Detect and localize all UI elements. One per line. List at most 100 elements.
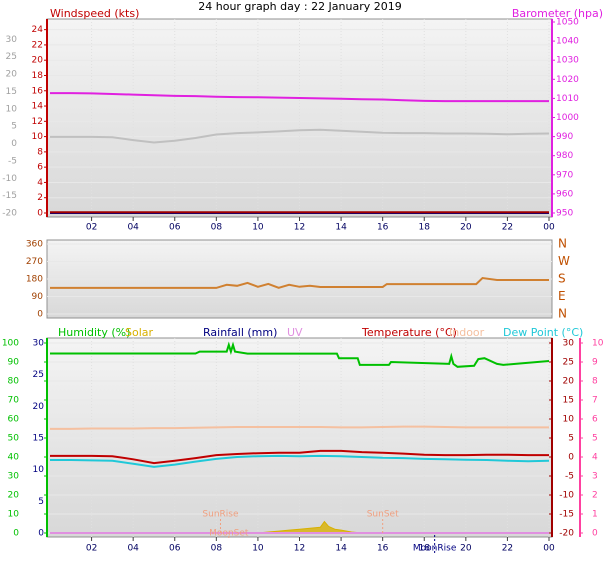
y-tick-label: 4 <box>37 178 43 188</box>
legend-entry: Humidity (%) <box>58 326 130 339</box>
x-tick-label: 16 <box>377 223 389 233</box>
x-tick-label: 14 <box>335 223 347 233</box>
x-tick-label: 10 <box>252 223 264 233</box>
y-tick-label: N <box>558 237 567 251</box>
series-line <box>50 92 549 103</box>
y-tick-label: 70 <box>8 396 20 406</box>
y-tick-label: 60 <box>8 415 20 425</box>
x-tick-label: 18 <box>419 223 431 233</box>
legend-entry: Solar <box>125 326 154 339</box>
y-tick-label: 15 <box>6 87 17 97</box>
x-tick-label: 04 <box>127 544 139 554</box>
x-tick-label: 18 <box>419 544 431 554</box>
legend-entry: Dew Point (°C) <box>503 326 583 339</box>
y-tick-label: 1040 <box>556 37 579 47</box>
y-tick-label: 1000 <box>556 113 579 123</box>
y-tick-label: -15 <box>559 510 574 520</box>
x-tick-label: 14 <box>335 544 347 554</box>
y-tick-label: 25 <box>6 52 17 62</box>
y-tick-label: 24 <box>32 25 44 35</box>
y-tick-label: 950 <box>556 209 573 219</box>
y-tick-label: 360 <box>26 240 43 250</box>
y-tick-label: 20 <box>8 491 20 501</box>
x-tick-label: 20 <box>460 544 472 554</box>
y-tick-label: 10 <box>32 132 44 142</box>
y-tick-label: 0 <box>37 209 43 219</box>
y-tick-label: 25 <box>563 358 574 368</box>
y-tick-label: -10 <box>559 491 574 501</box>
y-tick-label: S <box>558 272 566 286</box>
y-tick-label: 0 <box>568 453 574 463</box>
legend-entry: Indoor <box>449 326 485 339</box>
y-tick-label: 0 <box>38 529 44 539</box>
x-tick-label: 12 <box>294 223 305 233</box>
y-tick-label: 30 <box>8 472 20 482</box>
y-tick-label: 22 <box>32 40 43 50</box>
y-tick-label: 15 <box>563 396 574 406</box>
x-tick-label: 02 <box>86 223 97 233</box>
y-tick-label: 80 <box>8 377 20 387</box>
y-tick-label: 4 <box>592 453 598 463</box>
y-tick-label: 990 <box>556 132 573 142</box>
y-tick-label: W <box>558 254 570 268</box>
y-tick-label: 16 <box>32 86 44 96</box>
y-tick-label: 3 <box>592 472 598 482</box>
annotation: MoonSet <box>209 529 249 539</box>
series-line <box>50 128 550 144</box>
annotation: SunRise <box>202 510 239 520</box>
y-tick-label: 14 <box>32 102 44 112</box>
y-tick-label: -10 <box>2 174 17 184</box>
y-tick-label: -20 <box>559 529 574 539</box>
axis-title: Windspeed (kts) <box>50 7 139 20</box>
y-tick-label: 30 <box>6 35 18 45</box>
y-tick-label: 10 <box>8 510 20 520</box>
x-tick-label: 22 <box>502 223 513 233</box>
x-tick-label: 22 <box>502 544 513 554</box>
y-tick-label: 180 <box>26 275 43 285</box>
y-tick-label: 970 <box>556 170 573 180</box>
y-tick-label: 2 <box>592 491 598 501</box>
y-tick-label: 0 <box>11 139 17 149</box>
legend-entry: UV <box>287 326 303 339</box>
y-tick-label: 0 <box>13 529 19 539</box>
legend-entry: Temperature (°C) <box>361 326 457 339</box>
chart-title: 24 hour graph day : 22 January 2019 <box>198 0 402 13</box>
y-tick-label: 1030 <box>556 56 579 66</box>
y-tick-label: 18 <box>32 71 44 81</box>
y-tick-label: 10 <box>33 465 45 475</box>
y-tick-label: -5 <box>565 472 574 482</box>
y-tick-label: 8 <box>37 147 43 157</box>
y-tick-label: 20 <box>563 377 575 387</box>
y-tick-label: -15 <box>2 191 17 201</box>
x-tick-label: 06 <box>169 544 181 554</box>
axis-title: Barometer (hpa) <box>512 7 603 20</box>
annotation: SunSet <box>367 510 399 520</box>
y-tick-label: 1 <box>592 510 598 520</box>
y-tick-label: 5 <box>592 434 598 444</box>
y-tick-label: 50 <box>8 434 20 444</box>
y-tick-label: 20 <box>6 70 18 80</box>
y-tick-label: 10 <box>6 104 18 114</box>
y-tick-label: N <box>558 307 567 321</box>
y-tick-label: 1020 <box>556 75 579 85</box>
y-tick-label: 960 <box>556 189 573 199</box>
y-tick-label: 10 <box>592 339 604 349</box>
y-tick-label: 20 <box>33 402 45 412</box>
y-tick-label: 5 <box>11 122 17 132</box>
series-line <box>50 454 550 468</box>
x-tick-label: 08 <box>211 223 223 233</box>
x-tick-label: 04 <box>127 223 139 233</box>
y-tick-label: 2 <box>37 193 43 203</box>
x-tick-label: 12 <box>294 544 305 554</box>
series-line <box>50 425 549 430</box>
y-tick-label: 25 <box>33 370 44 380</box>
y-tick-label: -5 <box>8 156 17 166</box>
y-tick-label: 20 <box>32 56 44 66</box>
x-tick-label: 20 <box>460 223 472 233</box>
x-tick-label: 00 <box>543 544 555 554</box>
x-tick-label: 00 <box>543 223 555 233</box>
y-tick-label: 0 <box>37 310 43 320</box>
legend-entry: Rainfall (mm) <box>203 326 277 339</box>
y-tick-label: 10 <box>563 415 575 425</box>
